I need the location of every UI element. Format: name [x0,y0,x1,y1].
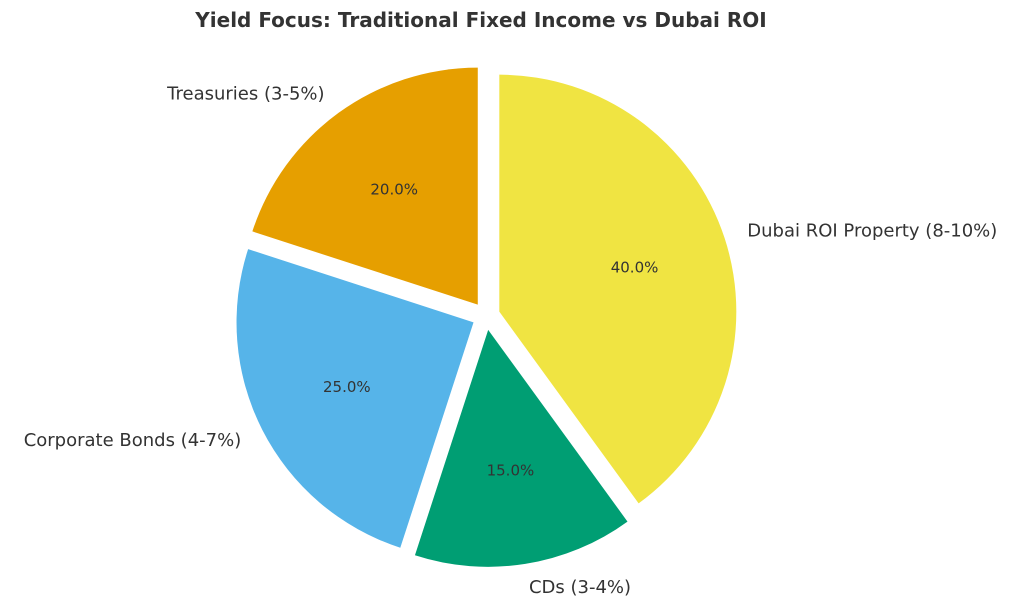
pie-category-label-1: CDs (3-4%) [529,577,631,598]
pie-slice-3 [252,67,478,305]
pie-slice-0 [499,74,737,504]
pie-category-label-2: Corporate Bonds (4-7%) [24,430,242,451]
pie-pct-label-2: 25.0% [323,378,371,396]
pie-pct-label-1: 15.0% [487,461,535,479]
pie-labels: 40.0% Dubai ROI Property (8-10%) 15.0% CDs … [24,83,998,598]
pie-slices [236,67,737,567]
pie-category-label-0: Dubai ROI Property (8-10%) [747,221,997,242]
pie-pct-label-0: 40.0% [611,259,659,277]
chart-title: Yield Focus: Traditional Fixed Income vs… [195,8,767,32]
pie-slice-1 [414,329,628,567]
pie-category-label-3: Treasuries (3-5%) [166,83,324,104]
pie-pct-label-3: 20.0% [370,181,418,199]
pie-slice-2 [236,249,474,548]
